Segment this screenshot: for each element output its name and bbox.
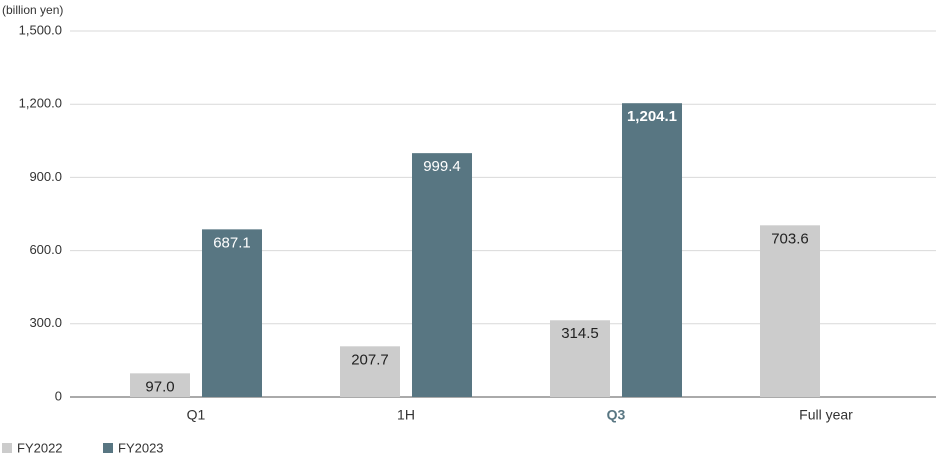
y-tick-label: 1,200.0 <box>19 96 62 111</box>
legend-label: FY2023 <box>118 440 164 455</box>
value-label: 97.0 <box>145 378 174 395</box>
y-tick-label: 300.0 <box>29 315 62 330</box>
x-tick-label: Full year <box>799 407 853 423</box>
value-label: 703.6 <box>771 230 809 247</box>
y-tick-label: 900.0 <box>29 169 62 184</box>
x-tick-label: Q3 <box>607 407 626 423</box>
legend-swatch <box>2 443 12 453</box>
bar <box>130 373 190 397</box>
y-tick-label: 600.0 <box>29 242 62 257</box>
value-label: 999.4 <box>423 158 461 175</box>
value-label: 207.7 <box>351 351 389 368</box>
y-tick-label: 1,500.0 <box>19 22 62 37</box>
bar <box>412 153 472 397</box>
value-label: 314.5 <box>561 325 599 342</box>
bar <box>622 103 682 398</box>
y-tick-label: 0 <box>55 388 62 403</box>
bar <box>202 229 262 397</box>
bar <box>340 346 400 397</box>
x-tick-label: Q1 <box>187 407 206 423</box>
x-tick-label: 1H <box>397 407 415 423</box>
legend-swatch <box>103 443 113 453</box>
legend-label: FY2022 <box>17 440 63 455</box>
value-label: 1,204.1 <box>627 108 677 125</box>
y-axis-label: (billion yen) <box>2 3 63 17</box>
value-label: 687.1 <box>213 234 251 251</box>
bar <box>760 225 820 397</box>
bar <box>550 320 610 397</box>
